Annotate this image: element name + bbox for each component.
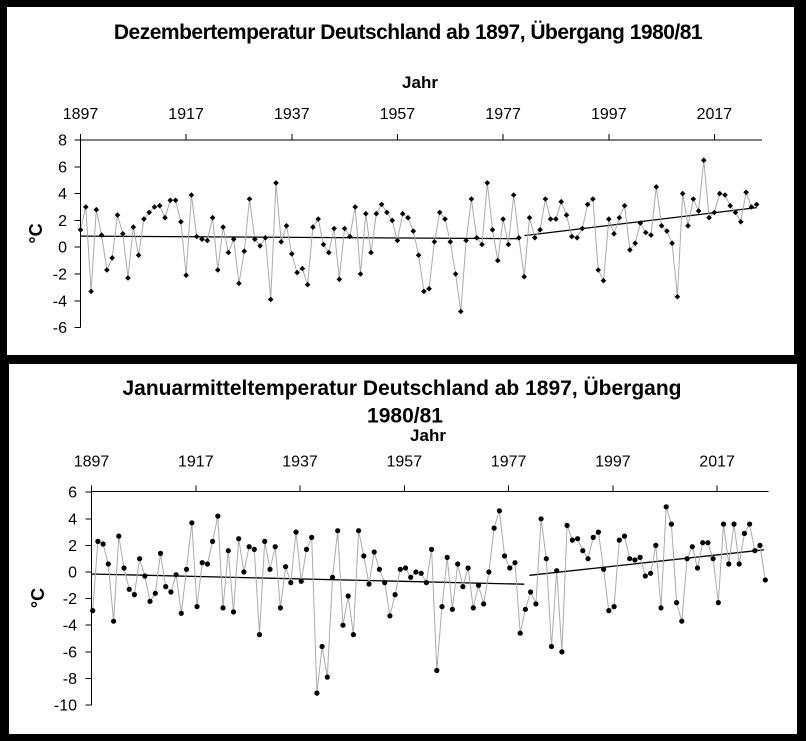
svg-text:1917: 1917 [168, 106, 204, 123]
svg-text:4: 4 [58, 186, 67, 203]
svg-text:2: 2 [58, 213, 67, 230]
svg-text:°C: °C [28, 588, 48, 608]
svg-text:8: 8 [58, 133, 67, 150]
svg-text:2017: 2017 [697, 106, 733, 123]
svg-text:Jahr: Jahr [402, 73, 438, 92]
svg-text:1897: 1897 [63, 106, 99, 123]
svg-text:Dezembertemperatur Deutschland: Dezembertemperatur Deutschland ab 1897, … [114, 21, 703, 44]
svg-text:-6: -6 [53, 320, 67, 337]
svg-text:-6: -6 [63, 644, 77, 661]
svg-text:1917: 1917 [178, 454, 214, 471]
svg-text:1957: 1957 [387, 454, 423, 471]
svg-text:1980/81: 1980/81 [367, 405, 443, 428]
svg-text:1937: 1937 [274, 106, 310, 123]
svg-text:0: 0 [68, 565, 77, 582]
svg-text:0: 0 [58, 240, 67, 257]
svg-text:-2: -2 [63, 591, 77, 608]
svg-text:Januarmitteltemperatur Deutsch: Januarmitteltemperatur Deutschland ab 18… [123, 377, 682, 400]
svg-text:Jahr: Jahr [410, 426, 446, 445]
svg-text:1977: 1977 [491, 454, 527, 471]
svg-text:4: 4 [68, 511, 77, 528]
svg-text:-8: -8 [63, 671, 77, 688]
svg-text:1937: 1937 [282, 454, 318, 471]
svg-text:1997: 1997 [591, 106, 627, 123]
svg-text:-4: -4 [63, 618, 77, 635]
svg-text:1977: 1977 [485, 106, 521, 123]
svg-text:6: 6 [58, 159, 67, 176]
svg-text:2: 2 [68, 538, 77, 555]
svg-text:-4: -4 [53, 293, 67, 310]
svg-text:1957: 1957 [380, 106, 416, 123]
svg-text:2017: 2017 [699, 454, 735, 471]
svg-text:-2: -2 [53, 267, 67, 284]
svg-text:1997: 1997 [595, 454, 631, 471]
svg-text:1897: 1897 [74, 454, 110, 471]
svg-text:-10: -10 [54, 698, 77, 715]
svg-text:°C: °C [26, 223, 46, 243]
svg-text:6: 6 [68, 485, 77, 502]
